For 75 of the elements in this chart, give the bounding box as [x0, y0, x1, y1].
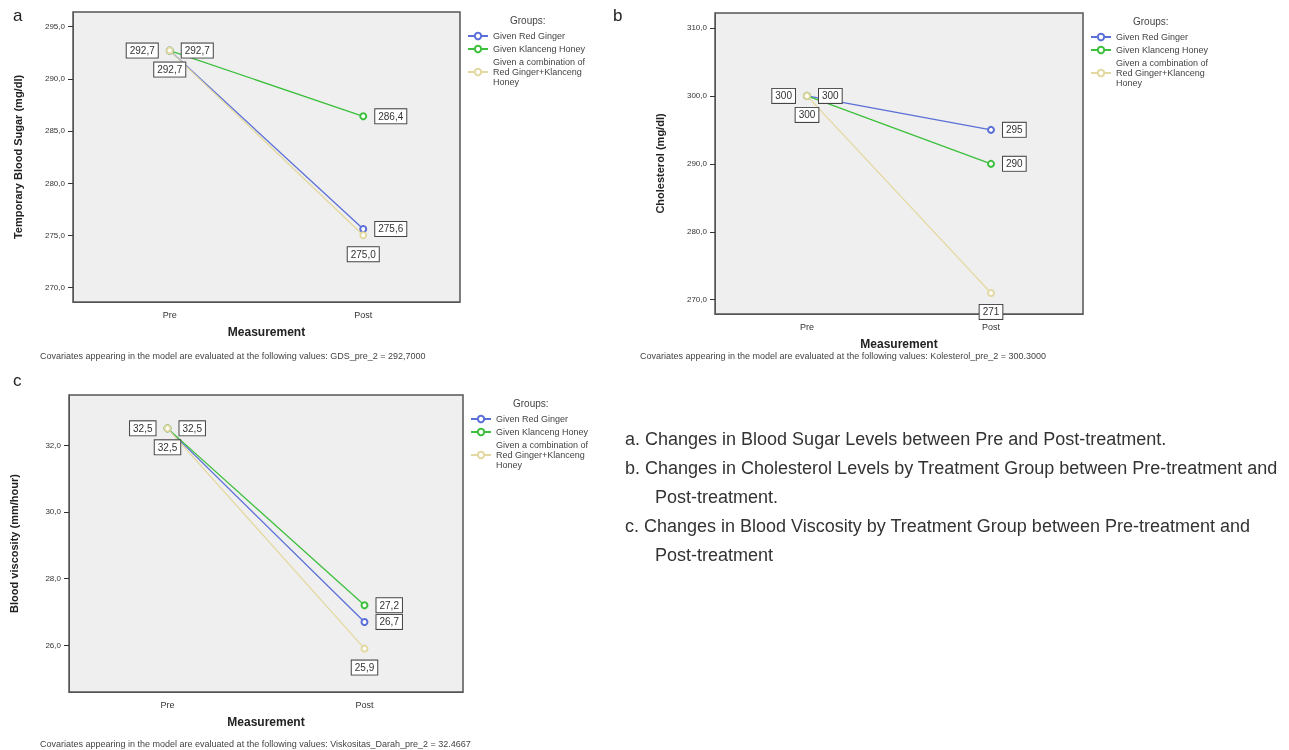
y-tick-label: 26,0	[45, 640, 62, 650]
data-label: 27,2	[379, 599, 400, 611]
data-label: 295	[1006, 124, 1024, 136]
legend-label: Given Red Ginger	[493, 31, 566, 41]
chart-title: a	[13, 6, 23, 25]
data-label: 292,7	[129, 45, 156, 57]
y-tick-label: 28,0	[45, 574, 62, 584]
x-tick-label: Post	[354, 309, 373, 320]
chart-title: b	[613, 6, 623, 25]
legend-label: Given Red Ginger	[1116, 32, 1189, 42]
data-label: 25,9	[354, 662, 375, 674]
data-label: 32,5	[133, 422, 153, 434]
y-tick-label: 30,0	[45, 507, 62, 517]
data-label: 32,5	[182, 422, 203, 434]
x-tick-label: Post	[981, 321, 1001, 332]
data-label: 286,4	[378, 110, 404, 122]
data-label: 275,0	[350, 248, 377, 260]
x-axis-title: Measurement	[227, 325, 306, 339]
data-label: 292,7	[157, 64, 183, 76]
x-axis-title: Measurement	[860, 337, 938, 351]
text: Covariates appearing in the model are evaluated at the following values: GDS_pre_2 = 292,7000	[40, 350, 426, 361]
point	[360, 617, 369, 626]
point	[359, 224, 368, 233]
y-tick-label: 270,0	[686, 295, 708, 305]
y-tick-label: 280,0	[44, 178, 66, 188]
y-tick-label: 270,0	[44, 282, 66, 292]
y-axis-title: Blood viscosity (mm/hour)	[7, 473, 20, 613]
data-label: 275,6	[378, 223, 404, 235]
x-tick-label: Post	[355, 699, 374, 710]
y-tick-label: 295,0	[44, 22, 66, 32]
point	[360, 644, 369, 653]
y-tick-label: 32,0	[45, 440, 62, 450]
y-axis-title: Temporary Blood Sugar (mg/dl)	[11, 74, 24, 240]
legend-label: Given Red Ginger	[496, 414, 569, 424]
point	[359, 112, 368, 121]
point	[987, 288, 995, 297]
data-label: 32,5	[157, 441, 178, 453]
legend-label: Given Klanceng Honey	[496, 427, 589, 437]
text: Covariates appearing in the model are evaluated at the following values: Kolesterol_pre_2 = 300.3000	[640, 350, 1047, 361]
data-label: 300	[798, 109, 816, 121]
legend-label: Given Klanceng Honey	[1116, 45, 1209, 55]
y-axis-title: Cholesterol (mg/dl)	[653, 113, 666, 214]
legend-label: Given a combination of Red Ginger+Klanceng Honey	[493, 57, 588, 87]
text: b. Changes in Cholesterol Levels by Treatment Group between Pre-treatment and Post-treatment.	[625, 457, 1279, 509]
data-label: 26,7	[379, 616, 400, 628]
chart-title: c	[13, 371, 22, 390]
y-tick-label: 280,0	[686, 227, 708, 237]
text: Covariates appearing in the model are evaluated at the following values: Viskositas_Darah_pre_2 = 32.4667	[40, 738, 471, 749]
text: c. Changes in Blood Viscosity by Treatment Group between Pre-treatment and Post-treatment	[625, 515, 1251, 567]
point	[987, 159, 995, 168]
y-tick-label: 300,0	[686, 91, 708, 101]
data-label: 300	[822, 90, 840, 102]
data-label: 271	[982, 306, 1000, 318]
text: a. Changes in Blood Sugar Levels between Pre and Post-treatment.	[625, 428, 1168, 451]
point	[987, 125, 995, 134]
y-tick-label: 310,0	[686, 23, 708, 33]
legend-title: Groups:	[510, 14, 546, 26]
y-tick-label: 290,0	[44, 74, 66, 84]
x-tick-label: Pre	[162, 309, 177, 320]
data-label: 300	[775, 90, 793, 102]
legend-label: Given a combination of Red Ginger+Klanceng Honey	[496, 440, 591, 470]
x-tick-label: Pre	[799, 321, 815, 332]
legend-title: Groups:	[1133, 15, 1169, 27]
x-tick-label: Pre	[160, 699, 175, 710]
legend-label: Given Klanceng Honey	[493, 44, 586, 54]
point	[359, 231, 368, 240]
point	[360, 601, 369, 610]
x-axis-title: Measurement	[227, 715, 305, 729]
data-label: 292,7	[184, 45, 211, 57]
legend-label: Given a combination of Red Ginger+Klanceng Honey	[1116, 58, 1211, 88]
data-label: 290	[1006, 158, 1024, 170]
y-tick-label: 290,0	[686, 159, 708, 169]
legend-title: Groups:	[513, 397, 549, 409]
y-tick-label: 275,0	[44, 230, 66, 240]
y-tick-label: 285,0	[44, 126, 66, 136]
